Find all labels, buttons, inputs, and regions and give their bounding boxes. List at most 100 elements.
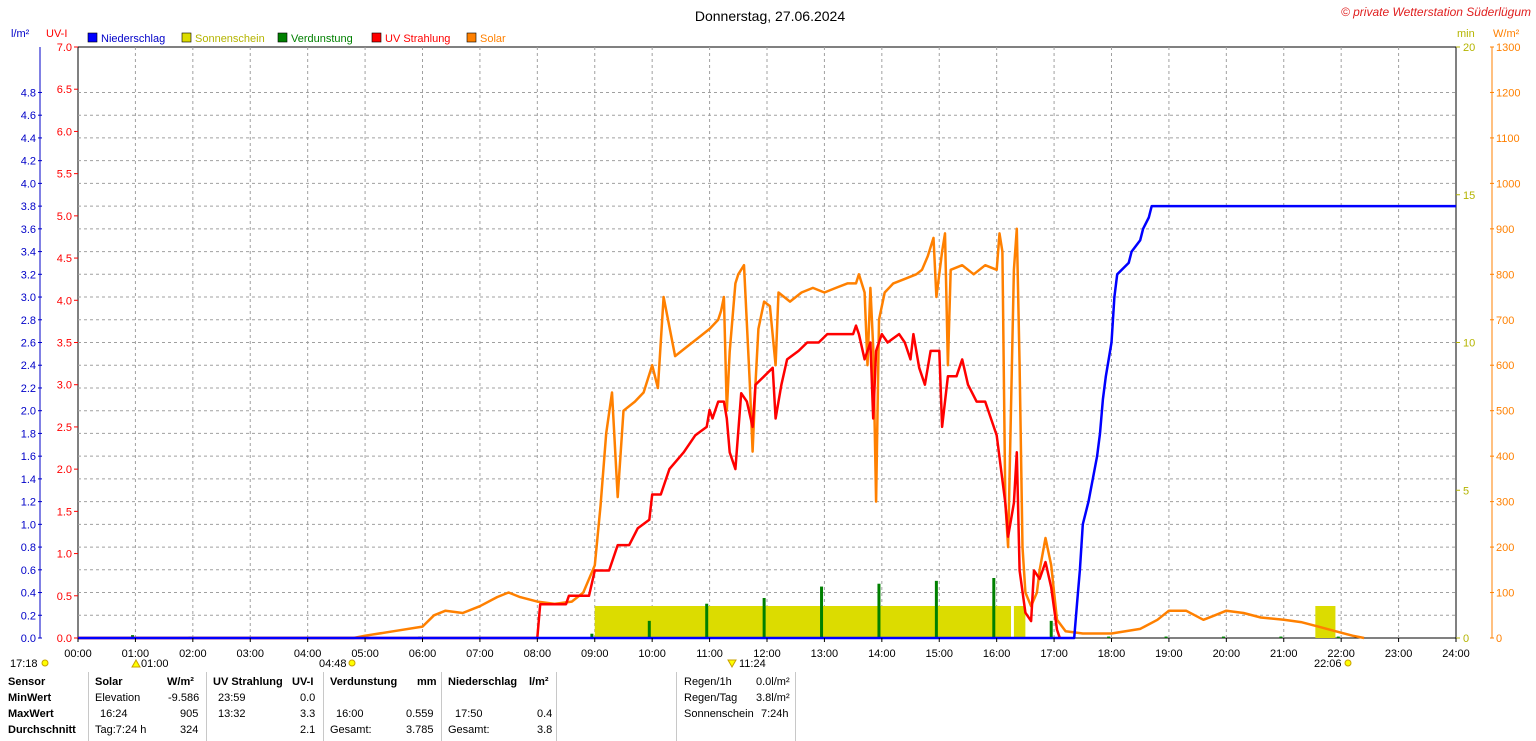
copyright: © private Wetterstation Süderlügum xyxy=(1341,5,1531,19)
summary-sonne-val: 7:24h xyxy=(761,708,789,720)
tick-x-00:00: 00:00 xyxy=(64,648,92,660)
tick-rain-4.2: 4.2 xyxy=(21,156,36,168)
tick-uv-3.5: 3.5 xyxy=(57,338,72,350)
marker-moonset: 17:18 xyxy=(10,658,38,670)
stats-solar-title: Solar xyxy=(95,676,123,688)
tick-rain-3.2: 3.2 xyxy=(21,269,36,281)
summary-regentag-val: 3.8l/m² xyxy=(756,692,790,704)
tick-solar-0: 0 xyxy=(1496,633,1502,645)
stats-evap-max-val: 0.559 xyxy=(406,708,434,720)
sunrise-icon xyxy=(348,659,356,667)
legend-label-sonnenschein: Sonnenschein xyxy=(195,33,265,45)
marker-noon: 11:24 xyxy=(739,658,766,670)
stats-evap-avg-val: 3.785 xyxy=(406,724,434,736)
tick-rain-1.2: 1.2 xyxy=(21,497,36,509)
stats-uv-unit: UV-I xyxy=(292,676,314,688)
tick-x-20:00: 20:00 xyxy=(1213,648,1241,660)
stats-evap-max-time: 16:00 xyxy=(336,708,364,720)
tick-rain-3.8: 3.8 xyxy=(21,201,36,213)
tick-sun-0: 0 xyxy=(1463,633,1469,645)
tick-rain-2.6: 2.6 xyxy=(21,338,36,350)
tick-x-22:00: 22:00 xyxy=(1327,648,1355,660)
tick-x-12:00: 12:00 xyxy=(753,648,781,660)
chart-title: Donnerstag, 27.06.2024 xyxy=(695,8,845,24)
tick-rain-4.4: 4.4 xyxy=(21,133,36,145)
tick-solar-1200: 1200 xyxy=(1496,87,1520,99)
stats-solar-max-val: 905 xyxy=(180,708,199,720)
tick-sun-5: 5 xyxy=(1463,485,1469,497)
noon-triangle-icon xyxy=(727,659,737,669)
tick-x-03:00: 03:00 xyxy=(236,648,264,660)
tick-solar-700: 700 xyxy=(1496,315,1514,327)
sun-markers: 17:18 01:00 04:48 11:24 22:06 xyxy=(10,658,1352,670)
tick-x-02:00: 02:00 xyxy=(179,648,207,660)
summary-regentag-label: Regen/Tag xyxy=(684,692,738,704)
moon-icon xyxy=(41,659,49,667)
summary-sonne-label: Sonnenschein xyxy=(684,708,754,720)
stats-rain-unit: l/m² xyxy=(529,676,549,688)
tick-rain-1.8: 1.8 xyxy=(21,428,36,440)
tick-solar-500: 500 xyxy=(1496,406,1514,418)
statistics-table: Sensor MinWert MaxWert Durchschnitt Sola… xyxy=(0,672,1536,741)
stats-rain-max-val: 0.4 xyxy=(537,708,553,720)
stats-solar-max-time: 16:24 xyxy=(100,708,128,720)
tick-rain-2.8: 2.8 xyxy=(21,315,36,327)
sunshine-bar xyxy=(1315,606,1336,638)
stats-solar-min-val: -9.586 xyxy=(168,692,200,704)
rain-line xyxy=(78,204,1456,640)
tick-rain-2.2: 2.2 xyxy=(21,383,36,395)
tick-solar-600: 600 xyxy=(1496,360,1514,372)
tick-x-10:00: 10:00 xyxy=(638,648,666,660)
axis-unit-rain: l/m² xyxy=(11,28,30,40)
legend: Niederschlag Sonnenschein Verdunstung UV St… xyxy=(87,32,506,45)
tick-uv-4.0: 4.0 xyxy=(57,295,72,307)
legend-swatch-verdunstung xyxy=(277,32,288,43)
data-marks xyxy=(78,204,1456,640)
tick-rain-0.4: 0.4 xyxy=(21,588,36,600)
tick-solar-900: 900 xyxy=(1496,224,1514,236)
tick-x-01:00: 01:00 xyxy=(122,648,150,660)
tick-rain-2.0: 2.0 xyxy=(21,406,36,418)
summary-regen1h-val: 0.0l/m² xyxy=(756,676,790,688)
tick-solar-100: 100 xyxy=(1496,588,1514,600)
tick-rain-0.6: 0.6 xyxy=(21,565,36,577)
tick-x-24:00: 24:00 xyxy=(1442,648,1470,660)
tick-uv-2.0: 2.0 xyxy=(57,464,72,476)
tick-uv-4.5: 4.5 xyxy=(57,253,72,265)
uv-line xyxy=(78,324,1061,640)
tick-uv-6.5: 6.5 xyxy=(57,84,72,96)
stats-uv-max-val: 3.3 xyxy=(300,708,316,720)
stats-evap-title: Verdunstung xyxy=(330,676,398,688)
stats-solar-avg-time: Tag:7:24 h xyxy=(95,724,147,736)
marker-sunrise: 04:48 xyxy=(319,658,347,670)
stats-sensor-label: Sensor xyxy=(8,676,46,688)
legend-label-uv: UV Strahlung xyxy=(385,33,450,45)
tick-x-06:00: 06:00 xyxy=(409,648,437,660)
stats-solar-unit: W/m² xyxy=(167,676,194,688)
grid xyxy=(78,47,1456,638)
tick-rain-1.4: 1.4 xyxy=(21,474,36,486)
tick-x-04:00: 04:00 xyxy=(294,648,322,660)
tick-sun-20: 20 xyxy=(1463,42,1475,54)
axes: 0.0 0.2 0.4 0.6 0.8 1.0 1.2 1.4 1.6 1.8 2.0 2.2 2.4 2… xyxy=(21,42,1521,660)
tick-x-13:00: 13:00 xyxy=(811,648,839,660)
tick-solar-400: 400 xyxy=(1496,451,1514,463)
tick-uv-2.5: 2.5 xyxy=(57,422,72,434)
tick-sun-15: 15 xyxy=(1463,190,1475,202)
tick-x-21:00: 21:00 xyxy=(1270,648,1298,660)
weather-chart: Donnerstag, 27.06.2024 © private Wetters… xyxy=(10,5,1531,670)
tick-x-15:00: 15:00 xyxy=(925,648,953,660)
legend-swatch-sonnenschein xyxy=(181,32,192,43)
tick-rain-4.0: 4.0 xyxy=(21,178,36,190)
tick-solar-300: 300 xyxy=(1496,497,1514,509)
stats-rain-avg-time: Gesamt: xyxy=(448,724,490,736)
stats-min-label: MinWert xyxy=(8,692,52,704)
legend-swatch-uv xyxy=(371,32,382,43)
legend-swatch-solar xyxy=(466,32,477,43)
tick-rain-1.0: 1.0 xyxy=(21,519,36,531)
stats-uv-avg-val: 2.1 xyxy=(300,724,316,736)
tick-rain-0.0: 0.0 xyxy=(21,633,36,645)
sunshine-bar xyxy=(1013,606,1026,638)
sunshine-bar xyxy=(594,606,1012,638)
tick-x-23:00: 23:00 xyxy=(1385,648,1413,660)
